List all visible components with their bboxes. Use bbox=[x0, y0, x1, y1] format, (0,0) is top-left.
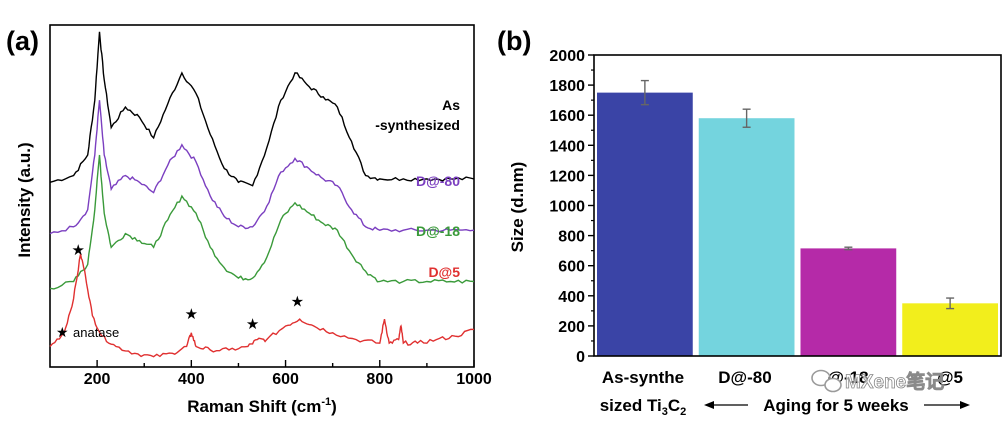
size-tick-label-600: 600 bbox=[558, 259, 585, 276]
bar-as-synthesized-ti3c2 bbox=[597, 92, 693, 356]
size-tick-label-200: 200 bbox=[558, 319, 585, 336]
anatase-star-3: ★ bbox=[246, 316, 259, 333]
bar-d-18 bbox=[800, 248, 897, 356]
panel-a-label: (a) bbox=[6, 26, 39, 56]
anatase-star-markers: ★ ★ ★ ★ bbox=[72, 242, 305, 333]
bar-d-80 bbox=[698, 118, 795, 357]
size-tick-label-400: 400 bbox=[558, 289, 585, 306]
watermark-text: MXene笔记 bbox=[845, 370, 944, 393]
raman-panel: (a) As -synthesized D@-80 D@-18 D@5 ★ ★ ★ ★ 200… bbox=[6, 24, 492, 416]
raman-series-group bbox=[49, 31, 475, 358]
aging-arrow bbox=[704, 401, 970, 409]
raman-x-axis-label: Raman Shift (cm-1) bbox=[187, 396, 337, 416]
series-label-d-80: D@-80 bbox=[416, 173, 460, 189]
series-label-d-18: D@-18 bbox=[416, 223, 460, 239]
wechat-logo-icon bbox=[811, 369, 842, 393]
series-line-d-5 bbox=[49, 253, 475, 358]
size-tick-label-1400: 1400 bbox=[549, 138, 585, 155]
anatase-star-2: ★ bbox=[185, 306, 198, 323]
watermark: MXene笔记 bbox=[811, 369, 945, 393]
size-plot-frame bbox=[593, 54, 1002, 357]
anatase-legend-star: ★ bbox=[56, 324, 69, 340]
panel-b-label: (b) bbox=[497, 26, 531, 56]
size-y-axis-ticks: 0 200 400 600 800 1000 1200 1400 1600 1800 2000 bbox=[549, 48, 594, 366]
raman-tick-label-1000: 1000 bbox=[456, 371, 492, 388]
anatase-legend-text: anatase bbox=[73, 325, 119, 340]
aging-label: Aging for 5 weeks bbox=[763, 396, 908, 415]
bar-label-as-synthesized-line2: sized Ti3C2 bbox=[600, 396, 687, 418]
series-line-d-80 bbox=[49, 100, 475, 235]
raman-series-labels: As -synthesized D@-80 D@-18 D@5 bbox=[375, 97, 460, 280]
raman-tick-label-200: 200 bbox=[84, 371, 111, 388]
raman-tick-label-800: 800 bbox=[366, 371, 393, 388]
series-label-as-synthesized-2: -synthesized bbox=[375, 117, 460, 133]
series-label-d-5: D@5 bbox=[428, 264, 460, 280]
size-y-axis-label: Size (d.nm) bbox=[508, 162, 527, 253]
raman-tick-label-600: 600 bbox=[272, 371, 299, 388]
size-tick-label-1000: 1000 bbox=[549, 199, 585, 216]
series-line-d-18 bbox=[49, 154, 475, 290]
raman-x-axis-ticks: 200 400 600 800 1000 bbox=[84, 360, 492, 388]
bar-label-d5: @5 bbox=[937, 368, 963, 387]
bar-d-5 bbox=[902, 303, 998, 356]
size-panel: (b) 0 200 400 600 800 1000 1200 1400 1600 1800 200… bbox=[497, 26, 1002, 418]
size-tick-label-1600: 1600 bbox=[549, 108, 585, 125]
anatase-star-1: ★ bbox=[72, 242, 85, 259]
anatase-star-4: ★ bbox=[291, 293, 304, 310]
raman-plot-frame bbox=[49, 24, 475, 368]
size-tick-label-0: 0 bbox=[576, 349, 585, 366]
size-error-bars bbox=[640, 79, 955, 310]
size-tick-label-2000: 2000 bbox=[549, 48, 585, 65]
bar-label-d-80: D@-80 bbox=[718, 368, 771, 387]
raman-y-axis-label: Intensity (a.u.) bbox=[15, 142, 34, 257]
series-label-as-synthesized-1: As bbox=[442, 97, 460, 113]
size-tick-label-800: 800 bbox=[558, 229, 585, 246]
size-tick-label-1800: 1800 bbox=[549, 78, 585, 95]
series-line-as-synthesized bbox=[49, 31, 475, 187]
size-tick-label-1200: 1200 bbox=[549, 168, 585, 185]
raman-tick-label-400: 400 bbox=[178, 371, 205, 388]
bar-label-as-synthesized-line1: As-synthe bbox=[602, 368, 684, 387]
size-bars-group bbox=[597, 92, 998, 357]
